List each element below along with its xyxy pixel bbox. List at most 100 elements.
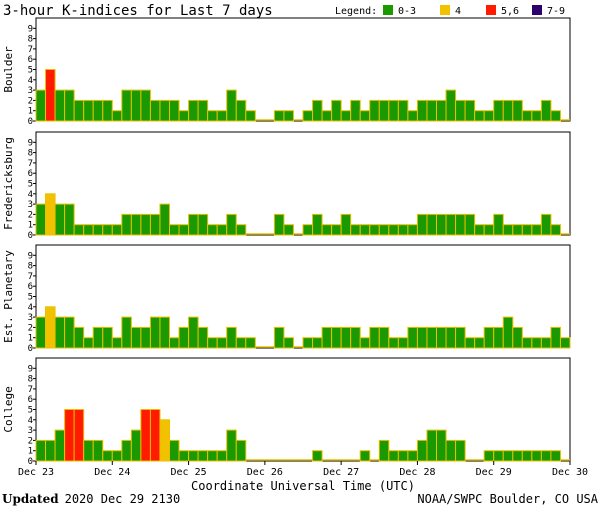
- k-index-bar: [483, 326, 495, 349]
- k-index-bar: [64, 89, 75, 122]
- panel-frame: [35, 357, 571, 462]
- k-index-bar: [483, 110, 495, 122]
- k-index-bar: [197, 326, 209, 349]
- y-tick-label: 0: [28, 344, 33, 354]
- legend-swatch-1: [440, 5, 450, 15]
- k-index-bar: [550, 450, 561, 462]
- k-index-bar: [350, 99, 361, 122]
- footer-updated-label: Updated: [2, 492, 59, 506]
- y-tick-label: 5: [28, 406, 33, 416]
- k-index-bar: [407, 326, 418, 349]
- k-index-bar: [92, 326, 104, 349]
- legend: 0-3 4 5,6 7-9: [383, 5, 565, 17]
- x-axis: Dec 23 Dec 24 Dec 25 Dec 26 Dec 27 Dec 28 Dec …: [18, 461, 588, 478]
- k-index-bar: [216, 450, 228, 462]
- k-index-bar: [178, 110, 190, 122]
- k-index-bar: [312, 450, 323, 462]
- legend-entry-0: 0-3: [398, 6, 416, 17]
- k-index-bar: [102, 326, 113, 349]
- y-tick-label: 5: [28, 293, 33, 303]
- k-index-bar: [111, 450, 123, 462]
- y-tick-label: 2: [28, 436, 33, 446]
- y-tick-label: 9: [28, 251, 33, 261]
- k-index-bar: [340, 110, 352, 122]
- k-index-bar: [302, 224, 314, 236]
- x-tick-label: Dec 30: [552, 467, 588, 478]
- k-index-bar: [140, 89, 151, 122]
- k-index-bar: [216, 337, 228, 349]
- k-index-bar: [483, 450, 495, 462]
- k-index-bar: [188, 213, 199, 236]
- y-tick-label: 8: [28, 35, 33, 45]
- k-index-bar: [283, 110, 294, 122]
- k-index-bar: [312, 213, 323, 236]
- k-index-bar: [273, 110, 285, 122]
- k-index-bar: [531, 224, 542, 236]
- y-tick-label: 4: [28, 303, 33, 313]
- k-index-bar: [149, 409, 161, 462]
- k-index-bar: [45, 439, 56, 462]
- k-index-bar: [45, 69, 56, 122]
- y-tick-label: 0: [28, 231, 33, 241]
- k-index-bar: [159, 316, 171, 349]
- k-index-bar: [426, 213, 437, 236]
- k-index-bar: [235, 337, 247, 349]
- footer-updated: Updated 2020 Dec 29 2130: [2, 492, 180, 506]
- panel-frame: [35, 17, 571, 122]
- k-index-bar: [531, 337, 542, 349]
- k-index-bar: [540, 337, 552, 349]
- k-index-bar: [445, 439, 457, 462]
- k-index-bar: [54, 203, 66, 236]
- k-index-bar: [111, 337, 123, 349]
- panel-label: Boulder: [2, 46, 15, 93]
- y-tick-label: 6: [28, 395, 33, 405]
- k-index-bar: [226, 213, 237, 236]
- k-index-bar: [35, 439, 47, 462]
- k-index-bar: [245, 110, 256, 122]
- k-index-bar: [245, 337, 256, 349]
- x-tick-label: Dec 29: [476, 467, 512, 478]
- y-tick-label: 4: [28, 76, 33, 86]
- k-index-bar: [130, 213, 142, 236]
- k-index-bar: [455, 213, 466, 236]
- y-tick-label: 1: [28, 221, 33, 231]
- k-index-bar: [35, 316, 47, 349]
- k-index-bar: [455, 99, 466, 122]
- y-tick-label: 8: [28, 262, 33, 272]
- k-index-bar: [445, 213, 457, 236]
- k-index-bar: [149, 213, 161, 236]
- y-tick-label: 9: [28, 364, 33, 374]
- k-index-bar: [493, 213, 504, 236]
- k-index-bar: [178, 224, 190, 236]
- k-index-bar: [378, 326, 390, 349]
- k-index-bar: [474, 337, 485, 349]
- k-index-bar: [226, 326, 237, 349]
- k-index-bar: [149, 316, 161, 349]
- k-index-bar: [321, 326, 333, 349]
- k-index-bar: [130, 326, 142, 349]
- k-index-bar: [521, 450, 533, 462]
- k-index-bar: [140, 326, 151, 349]
- x-tick-label: Dec 27: [323, 467, 359, 478]
- k-index-bar: [283, 337, 294, 349]
- k-index-bar: [178, 450, 190, 462]
- k-index-bar: [397, 450, 409, 462]
- k-index-bar: [302, 337, 314, 349]
- panel-label: Est. Planetary: [2, 250, 15, 343]
- k-index-bar: [321, 110, 333, 122]
- k-index-bar: [455, 439, 466, 462]
- k-index-bar: [502, 450, 514, 462]
- k-index-bar: [397, 337, 409, 349]
- k-index-bar: [350, 224, 361, 236]
- legend-swatch-0: [383, 5, 393, 15]
- k-index-bar: [149, 99, 161, 122]
- k-index-bar: [216, 110, 228, 122]
- y-tick-label: 1: [28, 447, 33, 457]
- k-index-bar: [121, 316, 132, 349]
- y-tick-label: 5: [28, 66, 33, 76]
- legend-entry-2: 5,6: [501, 6, 519, 17]
